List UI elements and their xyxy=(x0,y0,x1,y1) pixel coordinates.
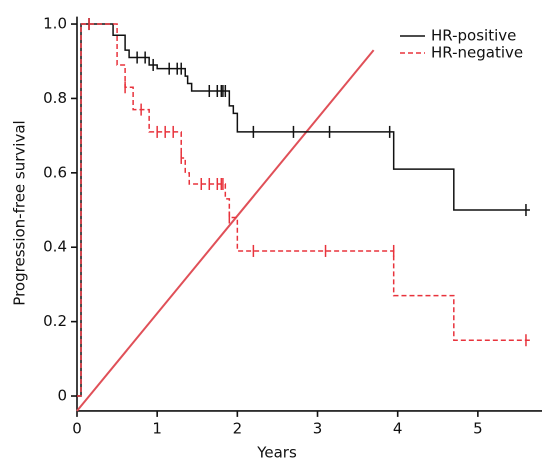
x-tick-label: 0 xyxy=(72,419,82,437)
x-tick-label: 2 xyxy=(233,419,243,437)
y-tick-label: 0 xyxy=(57,387,67,405)
y-tick-label: 0.6 xyxy=(43,163,67,181)
y-tick-label: 0.8 xyxy=(43,89,67,107)
y-tick-label: 0.4 xyxy=(43,238,67,256)
x-tick-label: 1 xyxy=(152,419,162,437)
y-tick-label: 1.0 xyxy=(43,15,67,33)
x-tick-label: 4 xyxy=(393,419,403,437)
legend-label: HR-positive xyxy=(431,27,516,45)
x-tick-label: 5 xyxy=(473,419,483,437)
x-tick-label: 3 xyxy=(313,419,323,437)
y-tick-label: 0.2 xyxy=(43,312,67,330)
legend-label: HR-negative xyxy=(431,44,523,62)
survival-curve xyxy=(77,23,530,397)
survival-curve xyxy=(77,23,530,397)
reference-line xyxy=(76,49,375,412)
x-axis-label: Years xyxy=(256,444,297,461)
y-axis-label: Progression-free survival xyxy=(11,120,29,305)
